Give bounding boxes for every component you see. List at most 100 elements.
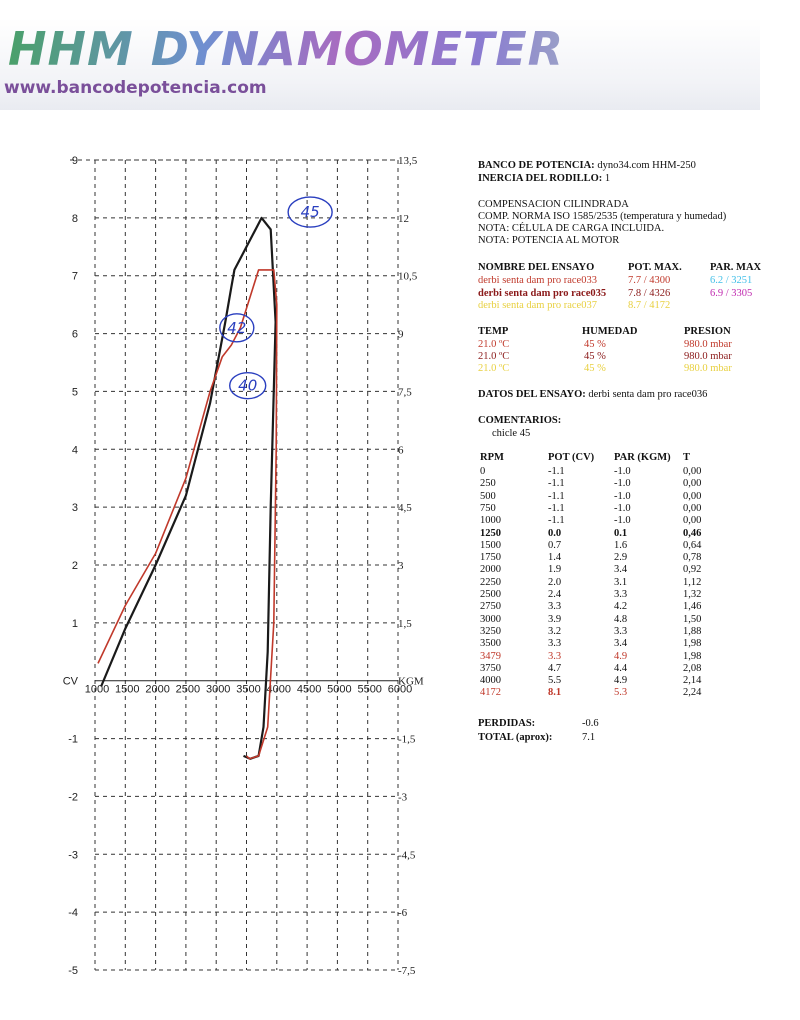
series-line <box>97 269 278 760</box>
data-table-cell: 1750 <box>480 552 501 564</box>
data-table-cell: 1500 <box>480 539 501 551</box>
right-tick-label: -6 <box>398 907 408 919</box>
tests-header-pot: POT. MAX. <box>628 262 682 273</box>
data-table-cell: 0,78 <box>683 552 702 564</box>
data-table-cell: 4000 <box>480 675 501 687</box>
right-tick-label: 1,5 <box>398 618 412 630</box>
data-table-header-cell: PAR (KGM) <box>614 452 671 463</box>
data-table-cell: -1.1 <box>548 515 565 527</box>
data-table-cell: 0,92 <box>683 564 702 576</box>
data-table-cell: 2500 <box>480 589 501 600</box>
data-table-cell: 4.9 <box>614 675 628 687</box>
annotation-circle <box>287 196 333 228</box>
data-table-cell: 2250 <box>480 576 501 588</box>
data-table-cell: 2.4 <box>548 589 562 600</box>
inercia-value: 1 <box>604 173 611 184</box>
data-table-cell: 1,32 <box>683 589 702 600</box>
datos-label: DATOS DEL ENSAYO: <box>478 389 586 400</box>
data-table-cell: 2.9 <box>614 552 628 564</box>
data-table-cell: 3.9 <box>548 613 562 625</box>
annotation-label: 40 <box>238 377 257 395</box>
banco-value: dyno34.com HHM-250 <box>597 160 696 171</box>
data-table-cell: 1250 <box>480 527 501 539</box>
right-tick-label: KGM <box>398 676 424 688</box>
banco-label: BANCO DE POTENCIA: <box>478 160 595 171</box>
data-table-cell: 3250 <box>480 625 501 637</box>
test-par-1: 6.2 / 3251 <box>710 275 753 286</box>
left-tick-label: 1 <box>72 618 78 630</box>
right-tick-label: 6 <box>398 444 404 456</box>
data-table-cell: 0 <box>480 466 486 477</box>
cond-pres-3: 980.0 mbar <box>684 363 732 374</box>
left-tick-label: 6 <box>72 329 78 341</box>
cond-temp-3: 21.0 ºC <box>478 363 510 374</box>
data-table-cell: 1,88 <box>683 625 702 637</box>
cond-pres-1: 980.0 mbar <box>684 339 732 350</box>
data-table-cell: 0,00 <box>683 466 702 477</box>
data-table-cell: 1.4 <box>548 552 562 564</box>
data-table-cell: 750 <box>480 502 496 514</box>
test-pot-2: 7.8 / 4326 <box>628 288 671 299</box>
data-table-cell: 3000 <box>480 613 501 625</box>
right-tick-label: -3 <box>398 791 408 803</box>
cond-hum-3: 45 % <box>584 363 606 374</box>
cond-temp-2: 21.0 ºC <box>478 351 510 362</box>
data-table-cell: 3.4 <box>614 638 628 650</box>
x-tick-label: 2500 <box>176 684 200 696</box>
right-tick-label: 9 <box>398 329 404 341</box>
data-table-cell: 3750 <box>480 662 501 674</box>
data-table-cell: 3.3 <box>548 650 562 662</box>
x-tick-label: 3000 <box>206 684 230 696</box>
x-tick-label: 5500 <box>357 684 381 696</box>
data-table-cell: -1.0 <box>614 478 631 490</box>
banner-url: www.bancodepotencia.com <box>4 78 267 98</box>
data-table-cell: 0,00 <box>683 502 702 514</box>
data-table-cell: 2750 <box>480 601 501 613</box>
right-tick-label: 10,5 <box>398 271 418 283</box>
left-tick-label: -2 <box>68 791 78 803</box>
data-table-cell: 500 <box>480 490 496 502</box>
test-name-1: derbi senta dam pro race033 <box>478 275 597 286</box>
cond-header-hum: HUMEDAD <box>582 326 638 337</box>
data-table-cell: 1.9 <box>548 564 562 576</box>
data-table-cell: 5.5 <box>548 675 562 687</box>
cond-header-pres: PRESION <box>684 326 731 337</box>
series-line <box>100 216 277 760</box>
data-table-cell: -1.1 <box>548 502 565 514</box>
right-tick-label: -1,5 <box>398 734 416 746</box>
left-tick-label: CV <box>63 676 79 688</box>
tests-header-name: NOMBRE DEL ENSAYO <box>478 262 595 273</box>
banco-line: BANCO DE POTENCIA: dyno34.com HHM-250 <box>478 160 696 172</box>
perdidas-label: PERDIDAS: <box>478 718 536 729</box>
x-tick-label: 4500 <box>297 684 321 696</box>
left-tick-label: 4 <box>72 444 78 456</box>
data-table-cell: 4.9 <box>614 650 628 662</box>
data-table-cell: 0,00 <box>683 515 702 527</box>
data-table-cell: 1,98 <box>683 650 702 662</box>
x-tick-label: 2000 <box>145 684 169 696</box>
perdidas-value: -0.6 <box>582 718 599 729</box>
cond-hum-2: 45 % <box>584 351 606 362</box>
left-tick-label: 8 <box>72 213 78 225</box>
test-pot-3: 8.7 / 4172 <box>628 300 671 311</box>
data-table-cell: 0,00 <box>683 490 702 502</box>
x-tick-label: 5000 <box>327 684 351 696</box>
comentarios-label: COMENTARIOS: <box>478 415 562 426</box>
data-table-cell: 4.2 <box>614 601 628 613</box>
data-table-cell: 3.3 <box>614 589 628 600</box>
data-table-cell: 3.3 <box>548 601 562 613</box>
test-name-3: derbi senta dam pro race037 <box>478 300 597 311</box>
cond-hum-1: 45 % <box>584 339 606 350</box>
data-table-cell: 4.8 <box>614 613 628 625</box>
data-table-cell: 1,50 <box>683 613 702 625</box>
data-table-header-cell: T <box>683 452 691 463</box>
annotation-label: 42 <box>227 319 246 337</box>
x-tick-label: 1500 <box>115 684 139 696</box>
data-table-cell: -1.0 <box>614 466 631 477</box>
inercia-line: INERCIA DEL RODILLO: 1 <box>478 173 610 185</box>
data-table-cell: 1.6 <box>614 539 628 551</box>
x-tick-label: 1000 <box>85 684 109 696</box>
data-table-cell: -1.0 <box>614 490 631 502</box>
data-table-cell: -1.0 <box>614 502 631 514</box>
data-table-cell: 0.0 <box>548 527 562 539</box>
